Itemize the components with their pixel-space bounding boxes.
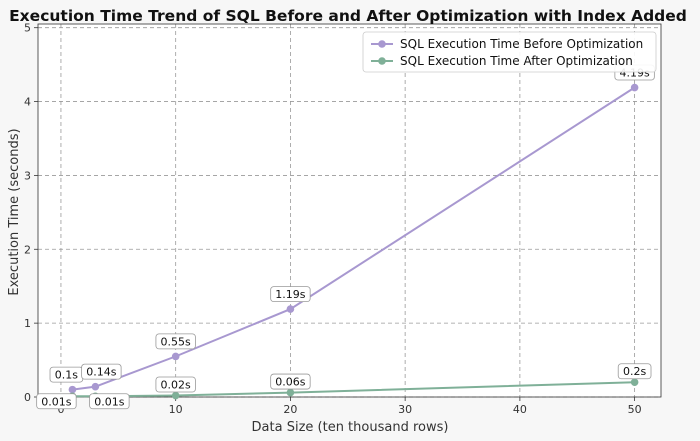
data-label-text: 0.01s xyxy=(41,395,71,408)
data-label-text: 0.02s xyxy=(161,379,191,392)
x-tick-label: 40 xyxy=(513,403,527,416)
y-tick-label: 0 xyxy=(24,391,31,404)
legend-marker xyxy=(378,40,386,48)
chart-title: Execution Time Trend of SQL Before and A… xyxy=(9,7,687,25)
data-label-text: 1.19s xyxy=(275,288,305,301)
y-tick-label: 3 xyxy=(24,169,31,182)
data-point xyxy=(630,378,639,387)
x-tick-label: 50 xyxy=(628,403,642,416)
data-label-box xyxy=(89,393,130,410)
ticks: 0 10 20 30 40 50 0 1 2 3 4 5 xyxy=(24,22,642,416)
legend-box xyxy=(362,31,657,73)
data-point xyxy=(286,305,295,313)
x-axis-label: Data Size (ten thousand rows) xyxy=(252,420,449,435)
data-point xyxy=(68,385,77,394)
data-label: 0.01s xyxy=(36,393,77,410)
data-label: 0.55s xyxy=(155,333,196,350)
data-label-text: 0.14s xyxy=(86,366,116,379)
data-label: 1.19s xyxy=(270,286,311,303)
data-label: 0.2s xyxy=(617,363,652,380)
x-tick-label: 10 xyxy=(169,403,183,416)
data-label-box xyxy=(155,333,196,350)
legend-label: SQL Execution Time Before Optimization xyxy=(400,37,643,51)
y-tick-label: 5 xyxy=(24,22,31,35)
x-tick-label: 0 xyxy=(57,403,64,416)
data-label-box xyxy=(617,363,652,380)
data-label-text: 0.2s xyxy=(623,365,646,378)
data-label-box xyxy=(81,363,122,380)
data-point xyxy=(171,391,180,400)
data-label: 0.1s xyxy=(49,366,84,383)
series xyxy=(68,83,639,401)
plot-frame xyxy=(37,23,662,398)
y-tick-label: 1 xyxy=(24,317,31,330)
data-label: 0.06s xyxy=(270,373,311,390)
y-tick-label: 2 xyxy=(24,243,31,256)
data-label-text: 0.1s xyxy=(55,369,78,382)
data-label: 0.02s xyxy=(155,376,196,393)
y-tick-label: 4 xyxy=(24,96,31,109)
legend: SQL Execution Time Before Optimization SQ… xyxy=(362,31,657,73)
data-label-text: 0.55s xyxy=(161,335,191,348)
data-label-box xyxy=(270,286,311,303)
legend-label: SQL Execution Time After Optimization xyxy=(400,54,633,68)
data-point xyxy=(286,388,295,397)
x-tick-label: 30 xyxy=(398,403,412,416)
data-label-box xyxy=(270,373,311,390)
data-label-text: 0.06s xyxy=(275,376,305,389)
legend-marker xyxy=(378,57,386,65)
data-label-box xyxy=(155,376,196,393)
data-label-text: 0.01s xyxy=(94,395,124,408)
y-axis-label: Execution Time (seconds) xyxy=(7,128,22,295)
data-point xyxy=(91,382,100,391)
data-label-box xyxy=(36,393,77,410)
data-label: 0.01s xyxy=(89,393,130,410)
plot-area xyxy=(38,24,661,397)
data-label: 0.14s xyxy=(81,363,122,380)
data-point xyxy=(171,352,180,361)
x-tick-label: 20 xyxy=(283,403,297,416)
data-point xyxy=(630,83,639,92)
